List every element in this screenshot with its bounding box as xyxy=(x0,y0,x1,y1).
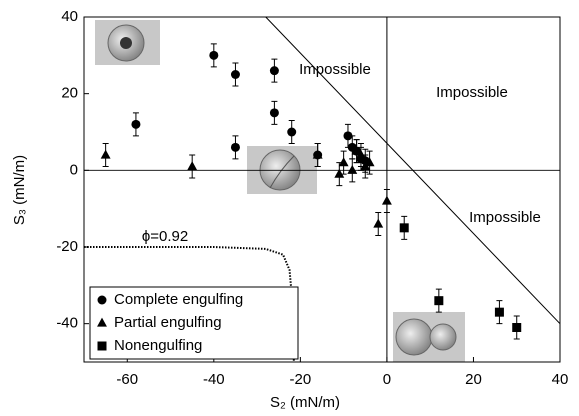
x-axis-label: S₂ (mN/m) xyxy=(270,394,340,411)
legend-label: Complete engulfing xyxy=(114,291,243,308)
annotation: Impossible xyxy=(436,84,508,101)
x-tick-label: -40 xyxy=(203,371,225,388)
y-tick-label: 0 xyxy=(70,161,78,178)
boundary-line xyxy=(265,16,561,325)
marker xyxy=(338,157,349,167)
legend-label: Partial engulfing xyxy=(114,314,222,331)
marker xyxy=(100,149,111,159)
x-tick-label: -60 xyxy=(116,371,138,388)
curve-label: ϕ=0.92 xyxy=(142,228,188,245)
marker xyxy=(131,119,141,129)
legend-box xyxy=(89,286,299,360)
marker xyxy=(399,223,409,233)
y-tick-label: 20 xyxy=(61,85,78,102)
x-tick-label: 20 xyxy=(465,371,482,388)
x-tick-label: 0 xyxy=(383,371,391,388)
marker xyxy=(381,195,392,205)
marker xyxy=(351,145,362,155)
marker xyxy=(347,164,358,174)
marker xyxy=(334,168,345,178)
x-tick-label: -20 xyxy=(290,371,312,388)
marker xyxy=(343,131,353,141)
marker xyxy=(187,161,198,171)
marker xyxy=(209,50,219,60)
y-tick-label: -20 xyxy=(56,238,78,255)
marker xyxy=(364,157,375,167)
phi-curve xyxy=(84,246,295,363)
legend-label: Nonengulfing xyxy=(114,337,202,354)
legend-marker xyxy=(97,317,107,327)
marker xyxy=(269,66,279,76)
marker xyxy=(494,307,504,317)
plot-frame xyxy=(83,16,561,363)
marker xyxy=(373,218,384,228)
y-tick-label: -40 xyxy=(56,315,78,332)
annotation: Impossible xyxy=(469,209,541,226)
legend-marker xyxy=(97,295,107,305)
marker xyxy=(512,323,522,332)
marker xyxy=(287,127,297,137)
marker xyxy=(434,296,444,306)
inset-top xyxy=(95,20,160,65)
annotation: Impossible xyxy=(299,61,371,78)
y-tick-label: 40 xyxy=(61,8,78,25)
legend-marker xyxy=(97,341,107,351)
marker xyxy=(312,149,323,159)
marker xyxy=(230,142,240,152)
marker xyxy=(355,149,366,159)
marker xyxy=(230,70,240,79)
y-axis-label: S₃ (mN/m) xyxy=(11,155,28,225)
marker xyxy=(269,108,279,118)
inset-bottom xyxy=(393,312,465,362)
x-tick-label: 40 xyxy=(552,371,569,388)
